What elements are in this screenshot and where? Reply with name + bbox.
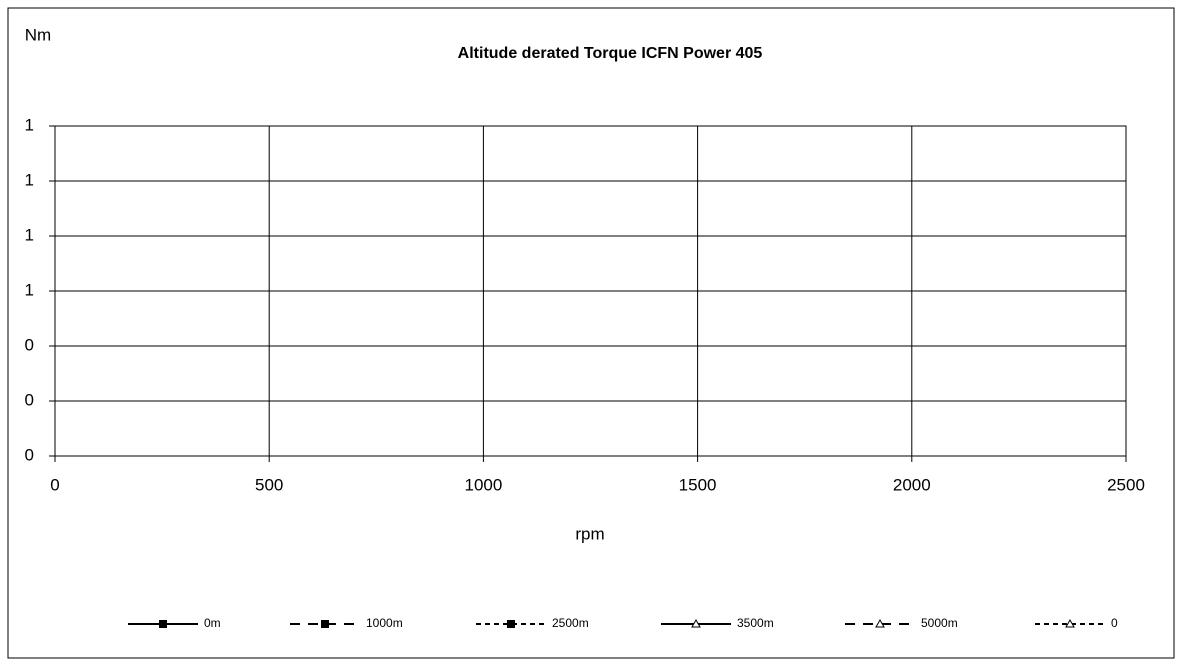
chart-title: Altitude derated Torque ICFN Power 405	[458, 45, 763, 62]
x-tick-label: 2500	[1107, 475, 1145, 494]
y-tick-label: 1	[25, 280, 34, 299]
y-tick-label: 1	[25, 115, 34, 134]
x-tick-label: 2000	[893, 475, 931, 494]
legend-marker	[159, 620, 167, 628]
legend-label: 0	[1111, 616, 1118, 630]
legend-marker	[507, 620, 515, 628]
y-tick-label: 0	[25, 390, 34, 409]
legend-marker	[875, 618, 885, 628]
y-tick-label: 0	[25, 445, 34, 464]
plot-area	[54, 125, 1127, 457]
legend-marker	[1065, 618, 1075, 628]
legend-marker	[691, 618, 701, 628]
x-tick-label: 500	[255, 475, 283, 494]
legend-label: 0m	[204, 616, 221, 630]
legend-label: 2500m	[552, 616, 589, 630]
chart-border	[7, 7, 1175, 659]
y-axis-label: Nm	[25, 25, 51, 44]
legend-label: 1000m	[366, 616, 403, 630]
x-tick-label: 1000	[464, 475, 502, 494]
x-tick-label: 1500	[679, 475, 717, 494]
legend-marker	[321, 620, 329, 628]
x-axis-label: rpm	[575, 524, 604, 543]
y-tick-label: 1	[25, 225, 34, 244]
y-tick-label: 1	[25, 170, 34, 189]
legend-label: 5000m	[921, 616, 958, 630]
legend-label: 3500m	[737, 616, 774, 630]
y-tick-label: 0	[25, 335, 34, 354]
x-tick-label: 0	[50, 475, 59, 494]
